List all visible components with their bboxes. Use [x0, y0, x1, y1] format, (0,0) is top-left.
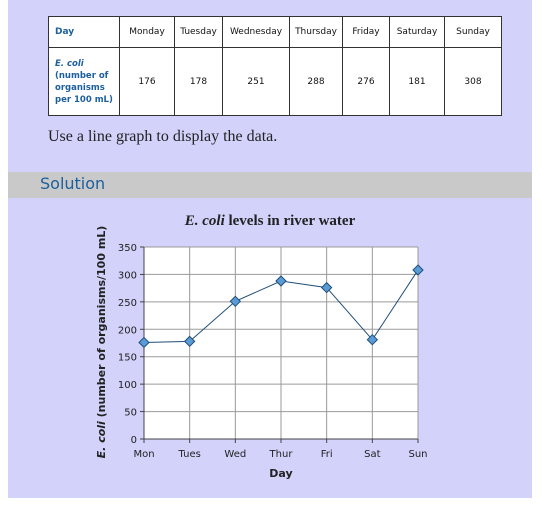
y-tick-label: 350: [118, 243, 137, 254]
y-tick-label: 150: [118, 353, 137, 364]
table-value-row: E. coli (number of organisms per 100 mL)…: [48, 47, 502, 116]
line-chart: E. coli levels in river water 0 50 100 150 2…: [95, 213, 428, 480]
table-day-cell: Thursday: [289, 16, 343, 48]
y-tick-label: 100: [118, 380, 137, 391]
chart-axes: 0 50 100 150 200 250 300 350 Mon Tues Wed Thur Fri Sa…: [118, 243, 428, 460]
data-point-marker: [229, 295, 242, 308]
chart-panel: E. coli levels in river water 0 50 100 150 2…: [8, 198, 532, 498]
data-point-marker: [412, 264, 424, 276]
table-day-cell: Monday: [119, 16, 175, 48]
table-day-cell: Saturday: [389, 16, 445, 48]
y-axis-label-italic: E. coli: [95, 421, 108, 458]
x-tick-label: Tues: [178, 449, 201, 460]
solution-bar: Solution: [8, 172, 532, 198]
table-row-label-line: (number of: [55, 70, 109, 81]
table-value-cell: 276: [342, 47, 390, 116]
problem-panel: Day Monday Tuesday Wednesday Thursday Fr…: [8, 0, 532, 172]
y-tick-label: 50: [124, 408, 137, 419]
chart-series: [138, 264, 424, 349]
table-header-row: Day Monday Tuesday Wednesday Thursday Fr…: [48, 16, 502, 48]
table-value-cell: 181: [389, 47, 445, 116]
table-value-cell: 288: [289, 47, 343, 116]
table-value-cell: 251: [222, 47, 290, 116]
solution-heading: Solution: [40, 174, 106, 193]
data-point-marker: [183, 335, 196, 348]
y-tick-label: 0: [131, 435, 137, 446]
chart-title-italic: E. coli: [184, 213, 226, 229]
table-header-day: Day: [48, 16, 120, 48]
x-tick-label: Mon: [133, 449, 154, 460]
table-row-label: E. coli (number of organisms per 100 mL): [48, 47, 120, 116]
data-point-marker: [320, 281, 333, 294]
chart-title: E. coli levels in river water: [184, 213, 356, 229]
table-value-cell: 176: [119, 47, 175, 116]
data-point-marker: [366, 334, 379, 346]
table-row-label-line: organisms: [55, 82, 105, 93]
table-day-cell: Sunday: [444, 16, 502, 48]
table-value-cell: 178: [174, 47, 223, 116]
x-tick-label: Sun: [408, 449, 427, 460]
table-day-cell: Friday: [342, 16, 390, 48]
data-point-marker: [138, 336, 150, 349]
y-tick-label: 200: [118, 325, 137, 336]
x-axis-label: Day: [269, 467, 292, 480]
x-tick-label: Wed: [224, 449, 246, 460]
data-table: Day Monday Tuesday Wednesday Thursday Fr…: [48, 16, 502, 116]
y-axis-label-rest: (number of organisms/100 mL): [95, 226, 108, 422]
y-tick-label: 300: [118, 270, 137, 281]
x-tick-label: Fri: [321, 449, 333, 460]
table-row-label-line: per 100 mL): [55, 94, 113, 105]
table-row-label-line: E. coli: [55, 58, 84, 69]
y-tick-label: 250: [118, 298, 137, 309]
data-point-marker: [275, 275, 287, 287]
y-axis-label: E. coli (number of organisms/100 mL): [95, 226, 108, 459]
table-day-cell: Wednesday: [222, 16, 290, 48]
chart-title-rest: levels in river water: [225, 213, 356, 229]
x-tick-label: Thur: [269, 449, 294, 460]
table-value-cell: 308: [444, 47, 502, 116]
instruction-text: Use a line graph to display the data.: [48, 128, 278, 145]
table-day-cell: Tuesday: [174, 16, 223, 48]
x-tick-label: Sat: [364, 449, 380, 460]
